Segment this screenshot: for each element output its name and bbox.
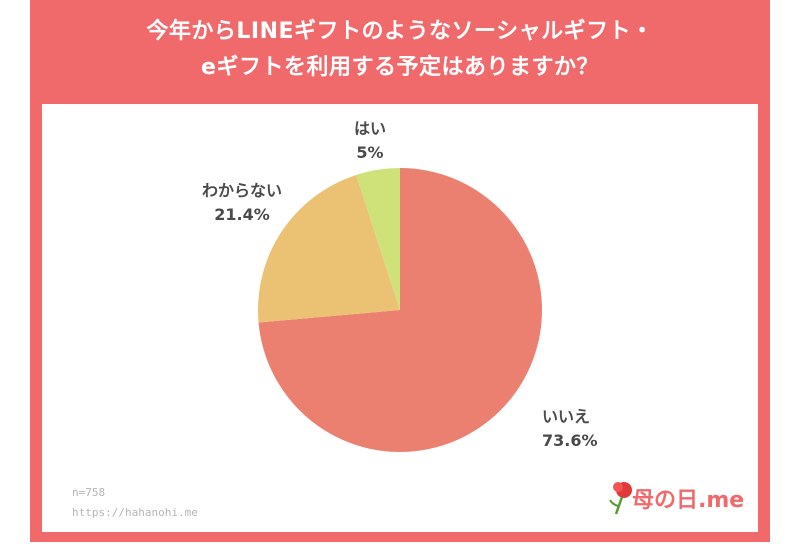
slice-label-1: わからない <box>202 181 282 200</box>
slice-label-0: いいえ <box>542 407 590 426</box>
chart-frame: 今年からLINEギフトのようなソーシャルギフト・ eギフトを利用する予定はありま… <box>30 0 770 542</box>
pie-chart: いいえ 73.6% わからない 21.4% はい 5% <box>202 119 598 452</box>
slice-value-0: 73.6% <box>542 431 598 450</box>
chart-panel: いいえ 73.6% わからない 21.4% はい 5% n=758 https://hah… <box>42 104 758 532</box>
slice-value-2: 5% <box>356 143 383 162</box>
chart-title: 今年からLINEギフトのようなソーシャルギフト・ eギフトを利用する予定はありま… <box>30 14 770 86</box>
logo-text: 母の日.me <box>632 488 745 513</box>
carnation-icon <box>609 482 632 515</box>
pie-slice-1 <box>258 174 400 323</box>
title-line-1: 今年からLINEギフトのようなソーシャルギフト・ <box>146 19 654 44</box>
slice-label-2: はい <box>354 119 386 138</box>
pie-slice-0 <box>258 168 542 452</box>
title-line-2: eギフトを利用する予定はありますか？ <box>201 55 599 80</box>
sample-size: n=758 <box>72 486 106 499</box>
source-url: https://hahanohi.me <box>72 506 198 519</box>
site-logo: 母の日.me <box>602 476 762 520</box>
slice-value-1: 21.4% <box>214 205 270 224</box>
pie-slice-2 <box>356 168 400 310</box>
